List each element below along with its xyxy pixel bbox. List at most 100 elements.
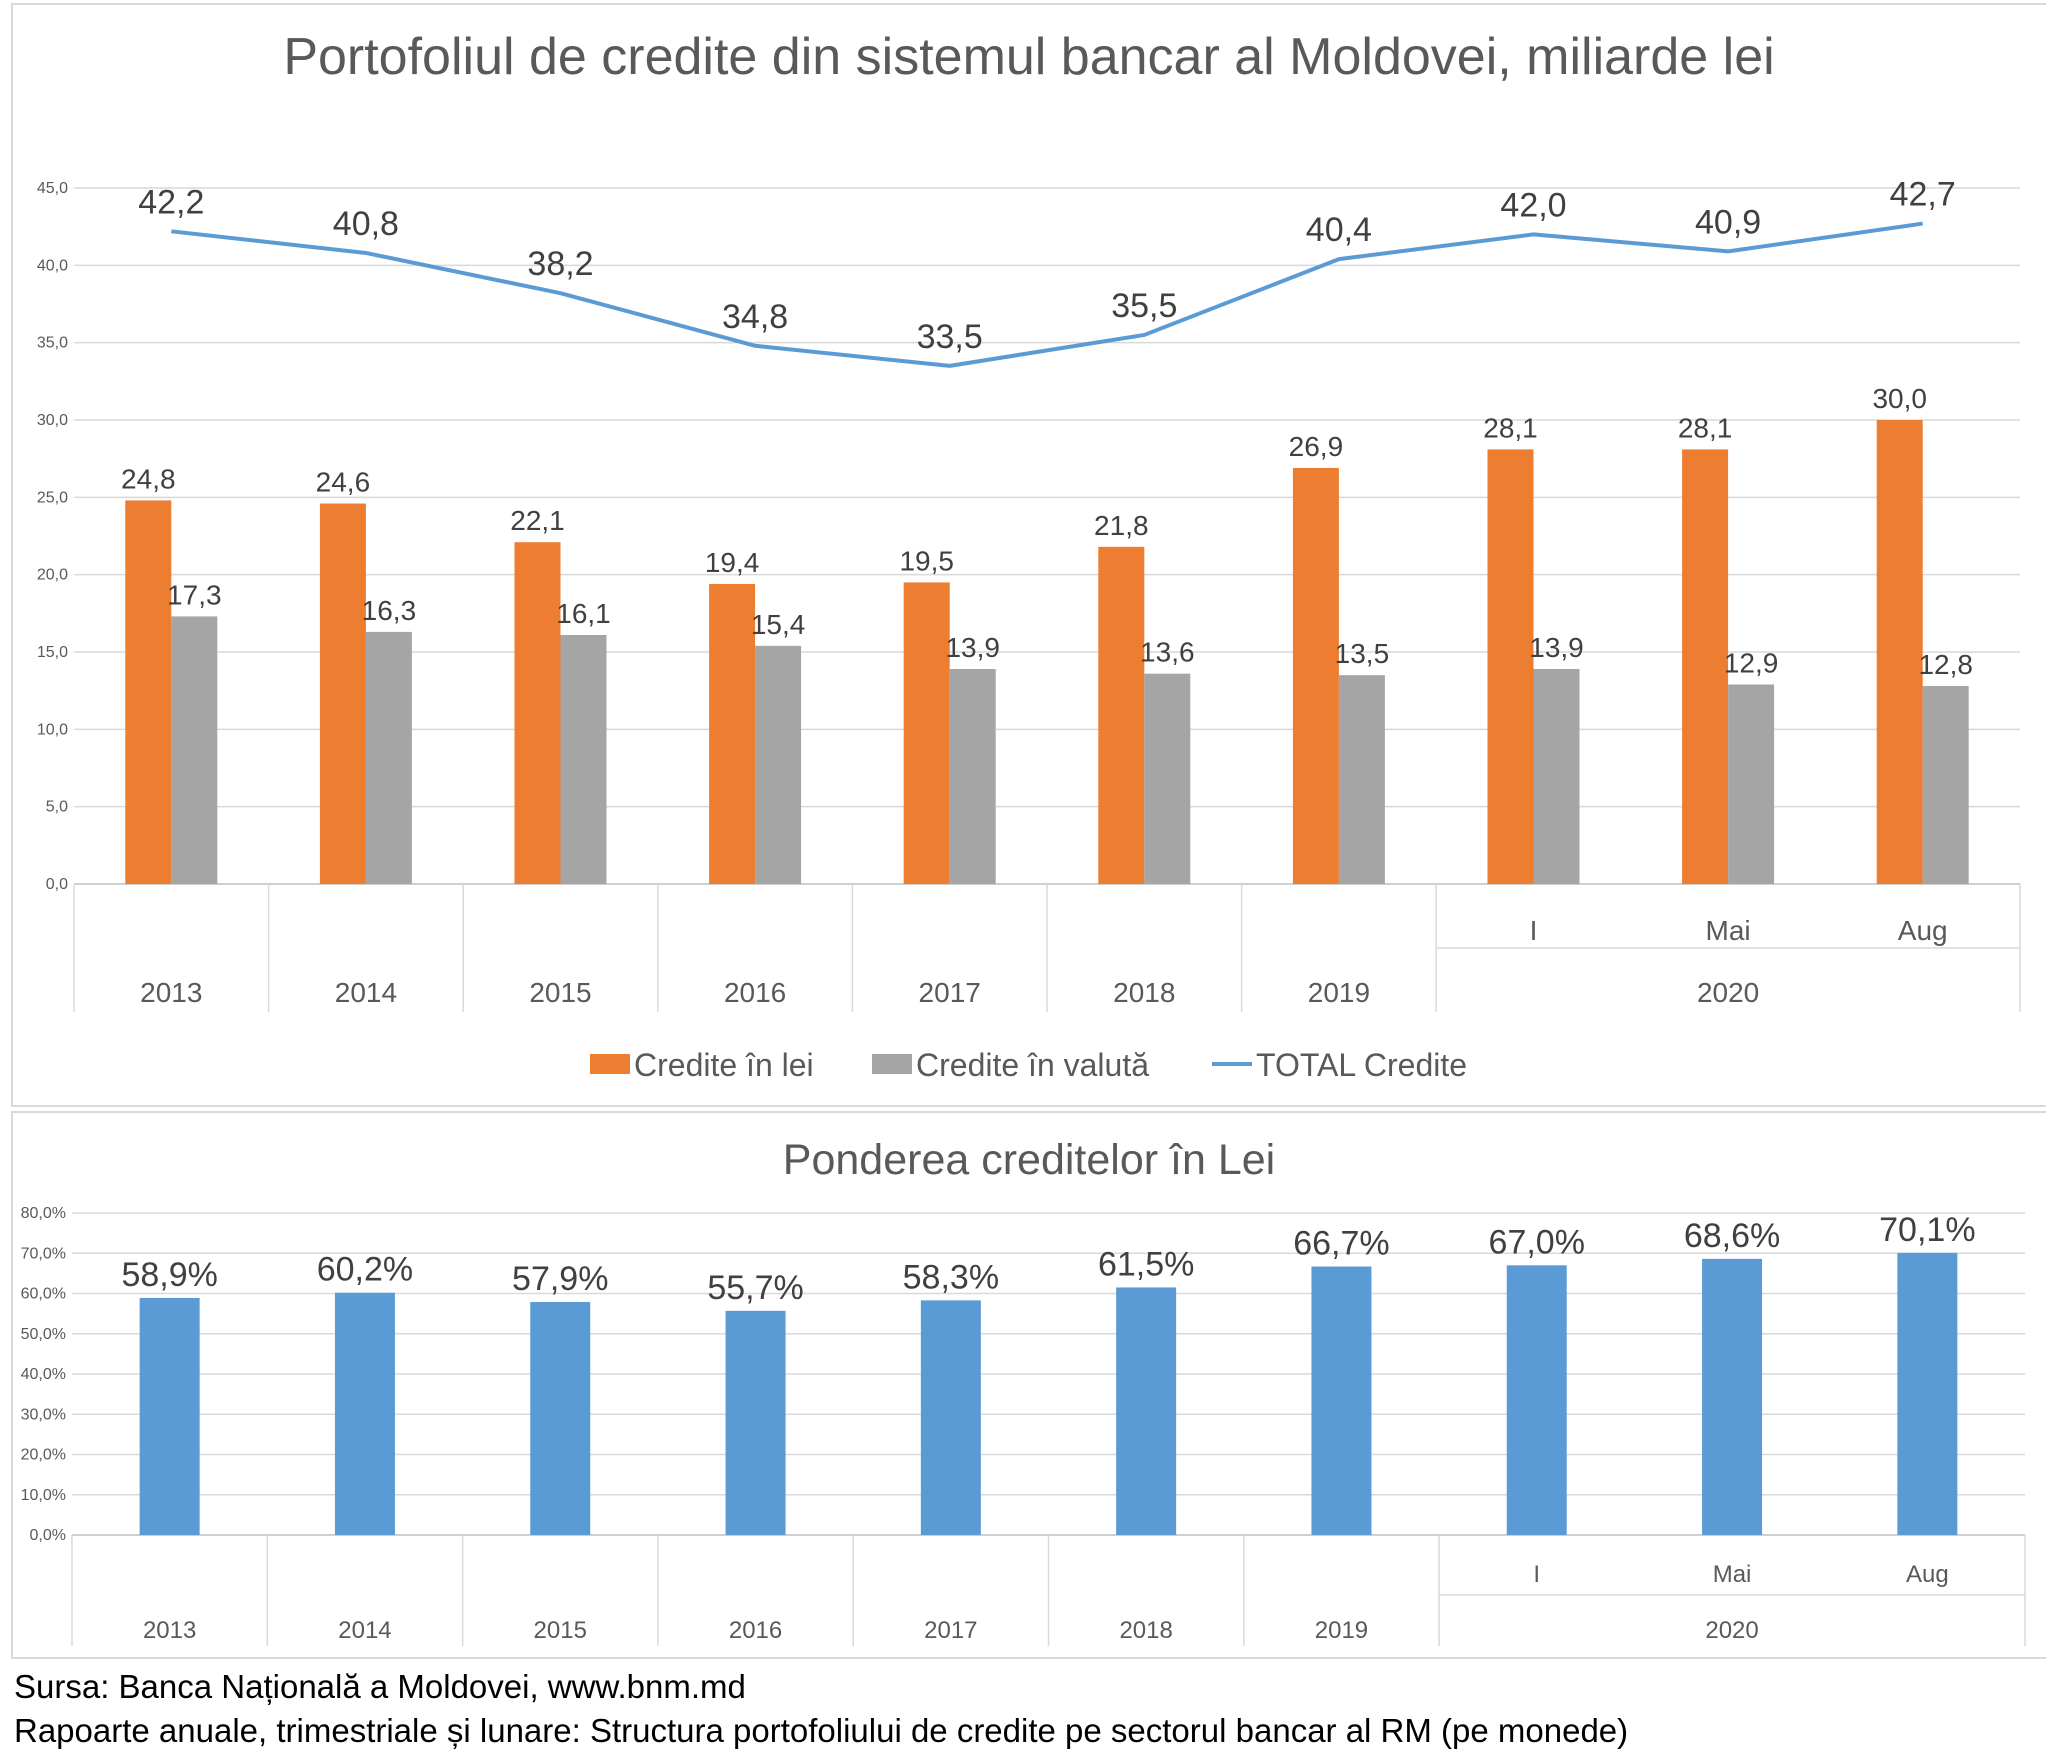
credite-n-valut--bar <box>1533 669 1580 884</box>
x-group-label: 2017 <box>924 1617 977 1644</box>
line-data-label: 34,8 <box>722 298 788 336</box>
data-label: 24,6 <box>316 467 371 498</box>
data-label: 17,3 <box>167 579 222 610</box>
legend-label: Credite în valută <box>916 1047 1149 1083</box>
data-label: 19,5 <box>899 545 954 576</box>
data-label: 28,1 <box>1483 412 1538 443</box>
credite-n-lei-bar <box>903 582 950 884</box>
y-tick-label: 0,0% <box>30 1527 66 1544</box>
credite-n-valut--bar <box>365 631 412 884</box>
x-group-label: 2016 <box>724 977 786 1008</box>
chart1-plot: 0,0 5,0 10,0 15,0 20,0 25,0 30,0 35,0 40,0 45,0 I M… <box>37 176 2021 1012</box>
y-tick-label: 30,0% <box>21 1406 66 1423</box>
credite-n-valut--bar <box>1728 684 1775 884</box>
data-label: 19,4 <box>705 547 760 578</box>
y-tick-label: 60,0% <box>21 1286 66 1303</box>
line-data-label: 33,5 <box>917 318 983 356</box>
x-group-label: 2017 <box>919 977 981 1008</box>
source-line-1: Sursa: Banca Națională a Moldovei, www.b… <box>14 1668 746 1705</box>
chart1-frame <box>11 3 2046 1107</box>
data-label: 30,0 <box>1872 383 1927 414</box>
y-tick-label: 70,0% <box>21 1245 66 1262</box>
y-tick-label: 20,0% <box>21 1447 66 1464</box>
chart1-legend: Credite în lei Credite în valută TOTAL Cre… <box>590 1047 1467 1083</box>
y-tick-label: 0,0 <box>46 876 68 893</box>
line-data-label: 42,0 <box>1500 186 1566 224</box>
x-group-label: 2018 <box>1119 1617 1172 1644</box>
y-tick-label: 25,0 <box>37 489 68 506</box>
data-label: 21,8 <box>1094 510 1149 541</box>
data-label: 58,9% <box>121 1256 217 1294</box>
data-label: 57,9% <box>512 1260 608 1298</box>
credite-n-lei-bar <box>709 583 756 884</box>
share-bar <box>1897 1252 1958 1535</box>
data-label: 16,1 <box>556 598 611 629</box>
y-tick-label: 50,0% <box>21 1326 66 1343</box>
share-bar <box>139 1297 200 1535</box>
data-label: 68,6% <box>1684 1217 1780 1255</box>
x-subcategory-label: Aug <box>1898 915 1948 946</box>
credite-n-valut--bar <box>171 616 218 884</box>
y-tick-label: 5,0 <box>46 799 68 816</box>
credite-n-lei-bar <box>1098 546 1145 884</box>
data-label: 15,4 <box>751 609 806 640</box>
share-bar <box>1116 1287 1177 1535</box>
data-label: 28,1 <box>1678 412 1733 443</box>
data-label: 13,6 <box>1140 637 1195 668</box>
legend-label: Credite în lei <box>634 1047 814 1083</box>
x-group-label: 2019 <box>1315 1617 1368 1644</box>
total-credite-line <box>171 221 1923 368</box>
share-bar <box>1506 1265 1567 1535</box>
data-label: 13,9 <box>945 632 1000 663</box>
line-data-label: 38,2 <box>527 245 593 283</box>
data-label: 12,9 <box>1724 647 1779 678</box>
x-group-label: 2015 <box>529 977 591 1008</box>
chart2-title: Ponderea creditelor în Lei <box>783 1136 1275 1184</box>
legend-swatch <box>872 1054 912 1074</box>
credite-n-valut--bar <box>560 634 607 884</box>
data-label: 24,8 <box>121 463 176 494</box>
x-group-label: 2014 <box>335 977 397 1008</box>
y-tick-label: 20,0 <box>37 567 68 584</box>
data-label: 66,7% <box>1293 1225 1389 1263</box>
credite-n-valut--bar <box>755 645 802 884</box>
data-label: 70,1% <box>1879 1211 1975 1249</box>
legend-swatch <box>590 1054 630 1074</box>
y-tick-label: 15,0 <box>37 644 68 661</box>
line-data-label: 40,8 <box>333 205 399 243</box>
share-bar <box>920 1300 981 1535</box>
data-label: 61,5% <box>1098 1245 1194 1283</box>
data-label: 13,9 <box>1529 632 1584 663</box>
legend-label: TOTAL Credite <box>1256 1047 1467 1083</box>
line-data-label: 42,7 <box>1890 176 1956 214</box>
credite-n-lei-bar <box>1292 467 1339 884</box>
x-group-label: 2016 <box>729 1617 782 1644</box>
line-data-label: 42,2 <box>138 183 204 221</box>
x-group-label: 2014 <box>338 1617 391 1644</box>
x-group-label: 2019 <box>1308 977 1370 1008</box>
x-group-label: 2020 <box>1697 977 1759 1008</box>
line-data-label: 35,5 <box>1111 287 1177 325</box>
share-bar <box>334 1292 395 1535</box>
x-subcategory-label: I <box>1530 915 1538 946</box>
credite-n-lei-bar <box>319 503 366 884</box>
x-group-label: 2013 <box>143 1617 196 1644</box>
credite-n-valut--bar <box>1338 675 1385 884</box>
credite-n-valut--bar <box>949 669 996 884</box>
share-bar <box>530 1301 591 1535</box>
data-label: 22,1 <box>510 505 565 536</box>
credite-n-valut--bar <box>1922 686 1969 884</box>
y-tick-label: 35,0 <box>37 335 68 352</box>
y-tick-label: 40,0 <box>37 257 68 274</box>
x-group-label: 2018 <box>1113 977 1175 1008</box>
chart1-title: Portofoliul de credite din sistemul banc… <box>283 28 1774 86</box>
credite-n-lei-bar <box>125 500 172 884</box>
data-label: 60,2% <box>317 1251 413 1289</box>
line-data-label: 40,9 <box>1695 203 1761 241</box>
data-label: 58,3% <box>903 1258 999 1296</box>
x-subcategory-label: Mai <box>1706 915 1751 946</box>
y-tick-label: 45,0 <box>37 180 68 197</box>
line-data-label: 40,4 <box>1306 211 1372 249</box>
data-label: 67,0% <box>1489 1223 1585 1261</box>
source-line-2: Rapoarte anuale, trimestriale și lunare:… <box>14 1712 1629 1749</box>
